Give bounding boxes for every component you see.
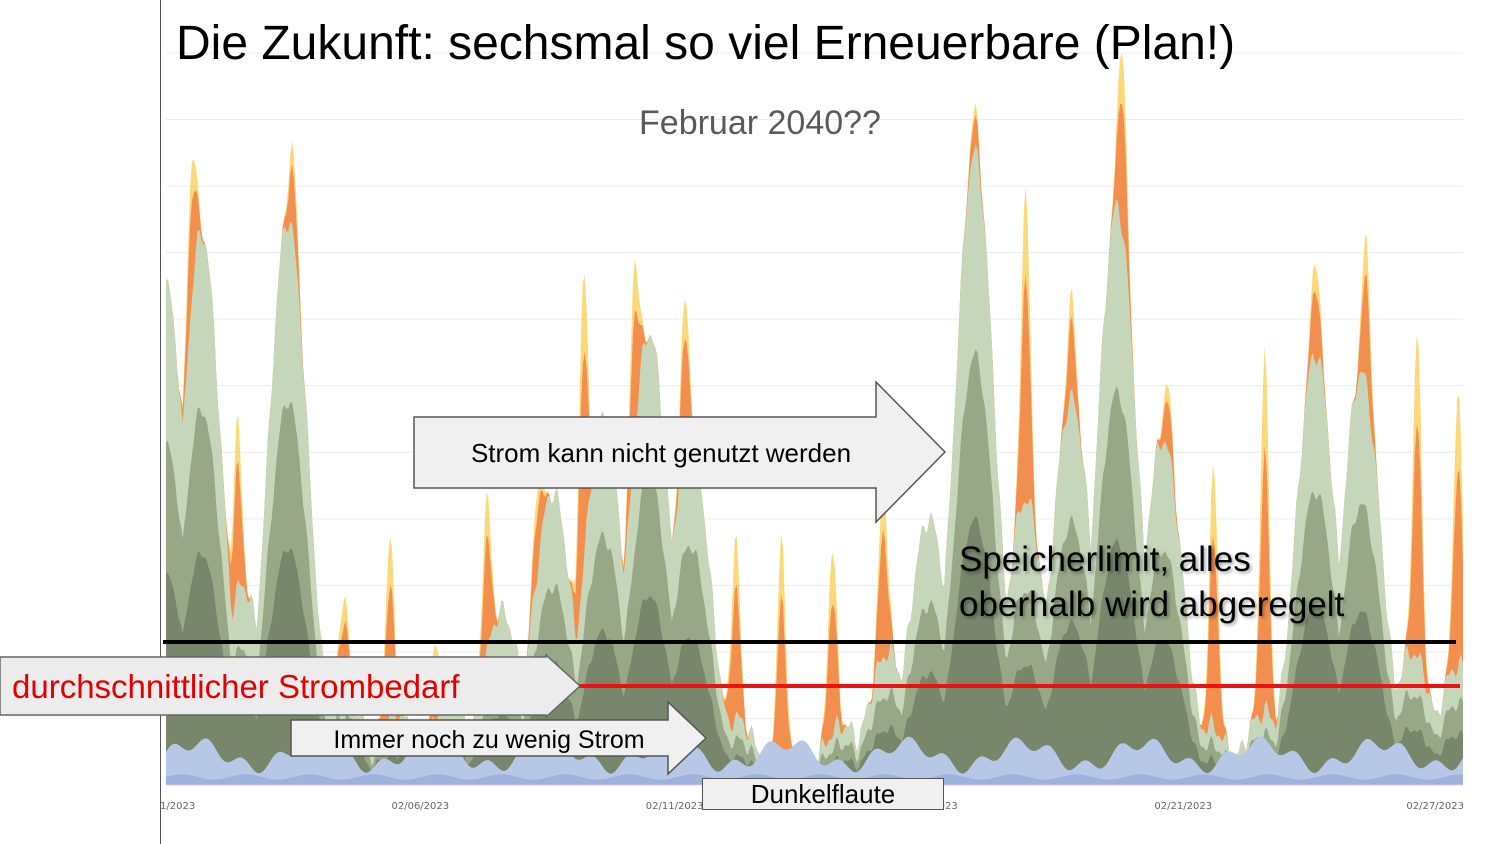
- x-tick-label: 1/2023: [160, 801, 195, 812]
- surplus-arrow: Strom kann nicht genutzt werden: [413, 380, 947, 524]
- chart-subtitle: Februar 2040??: [639, 104, 881, 142]
- storage-limit-text-line2: oberhalb wird abgeregelt: [959, 585, 1345, 624]
- dunkelflaute-label: Dunkelflaute: [702, 778, 944, 810]
- storage-limit-annotation: Speicherlimit, alles oberhalb wird abger…: [959, 537, 1419, 627]
- slide-left-border: [160, 0, 161, 844]
- generation-areas: [166, 52, 1463, 786]
- base-series: [166, 736, 1463, 785]
- wind-series-dark: [166, 516, 1463, 785]
- demand-label-arrow: durchschnittlicher Strombedarf: [0, 653, 582, 719]
- surplus-arrow-label: Strom kann nicht genutzt werden: [471, 438, 851, 468]
- x-tick-label: 02/11/2023: [646, 801, 704, 812]
- demand-label: durchschnittlicher Strombedarf: [12, 668, 460, 705]
- storage-limit-text-line1: Speicherlimit, alles: [959, 540, 1251, 579]
- page-title: Die Zukunft: sechsmal so viel Erneuerbar…: [176, 17, 1236, 70]
- x-tick-label: 02/06/2023: [391, 801, 449, 812]
- deficit-arrow: Immer noch zu wenig Strom: [290, 700, 708, 776]
- deficit-arrow-label: Immer noch zu wenig Strom: [333, 726, 644, 754]
- x-tick-label: 02/21/2023: [1154, 801, 1212, 812]
- x-tick-label: 02/27/2023: [1406, 801, 1464, 812]
